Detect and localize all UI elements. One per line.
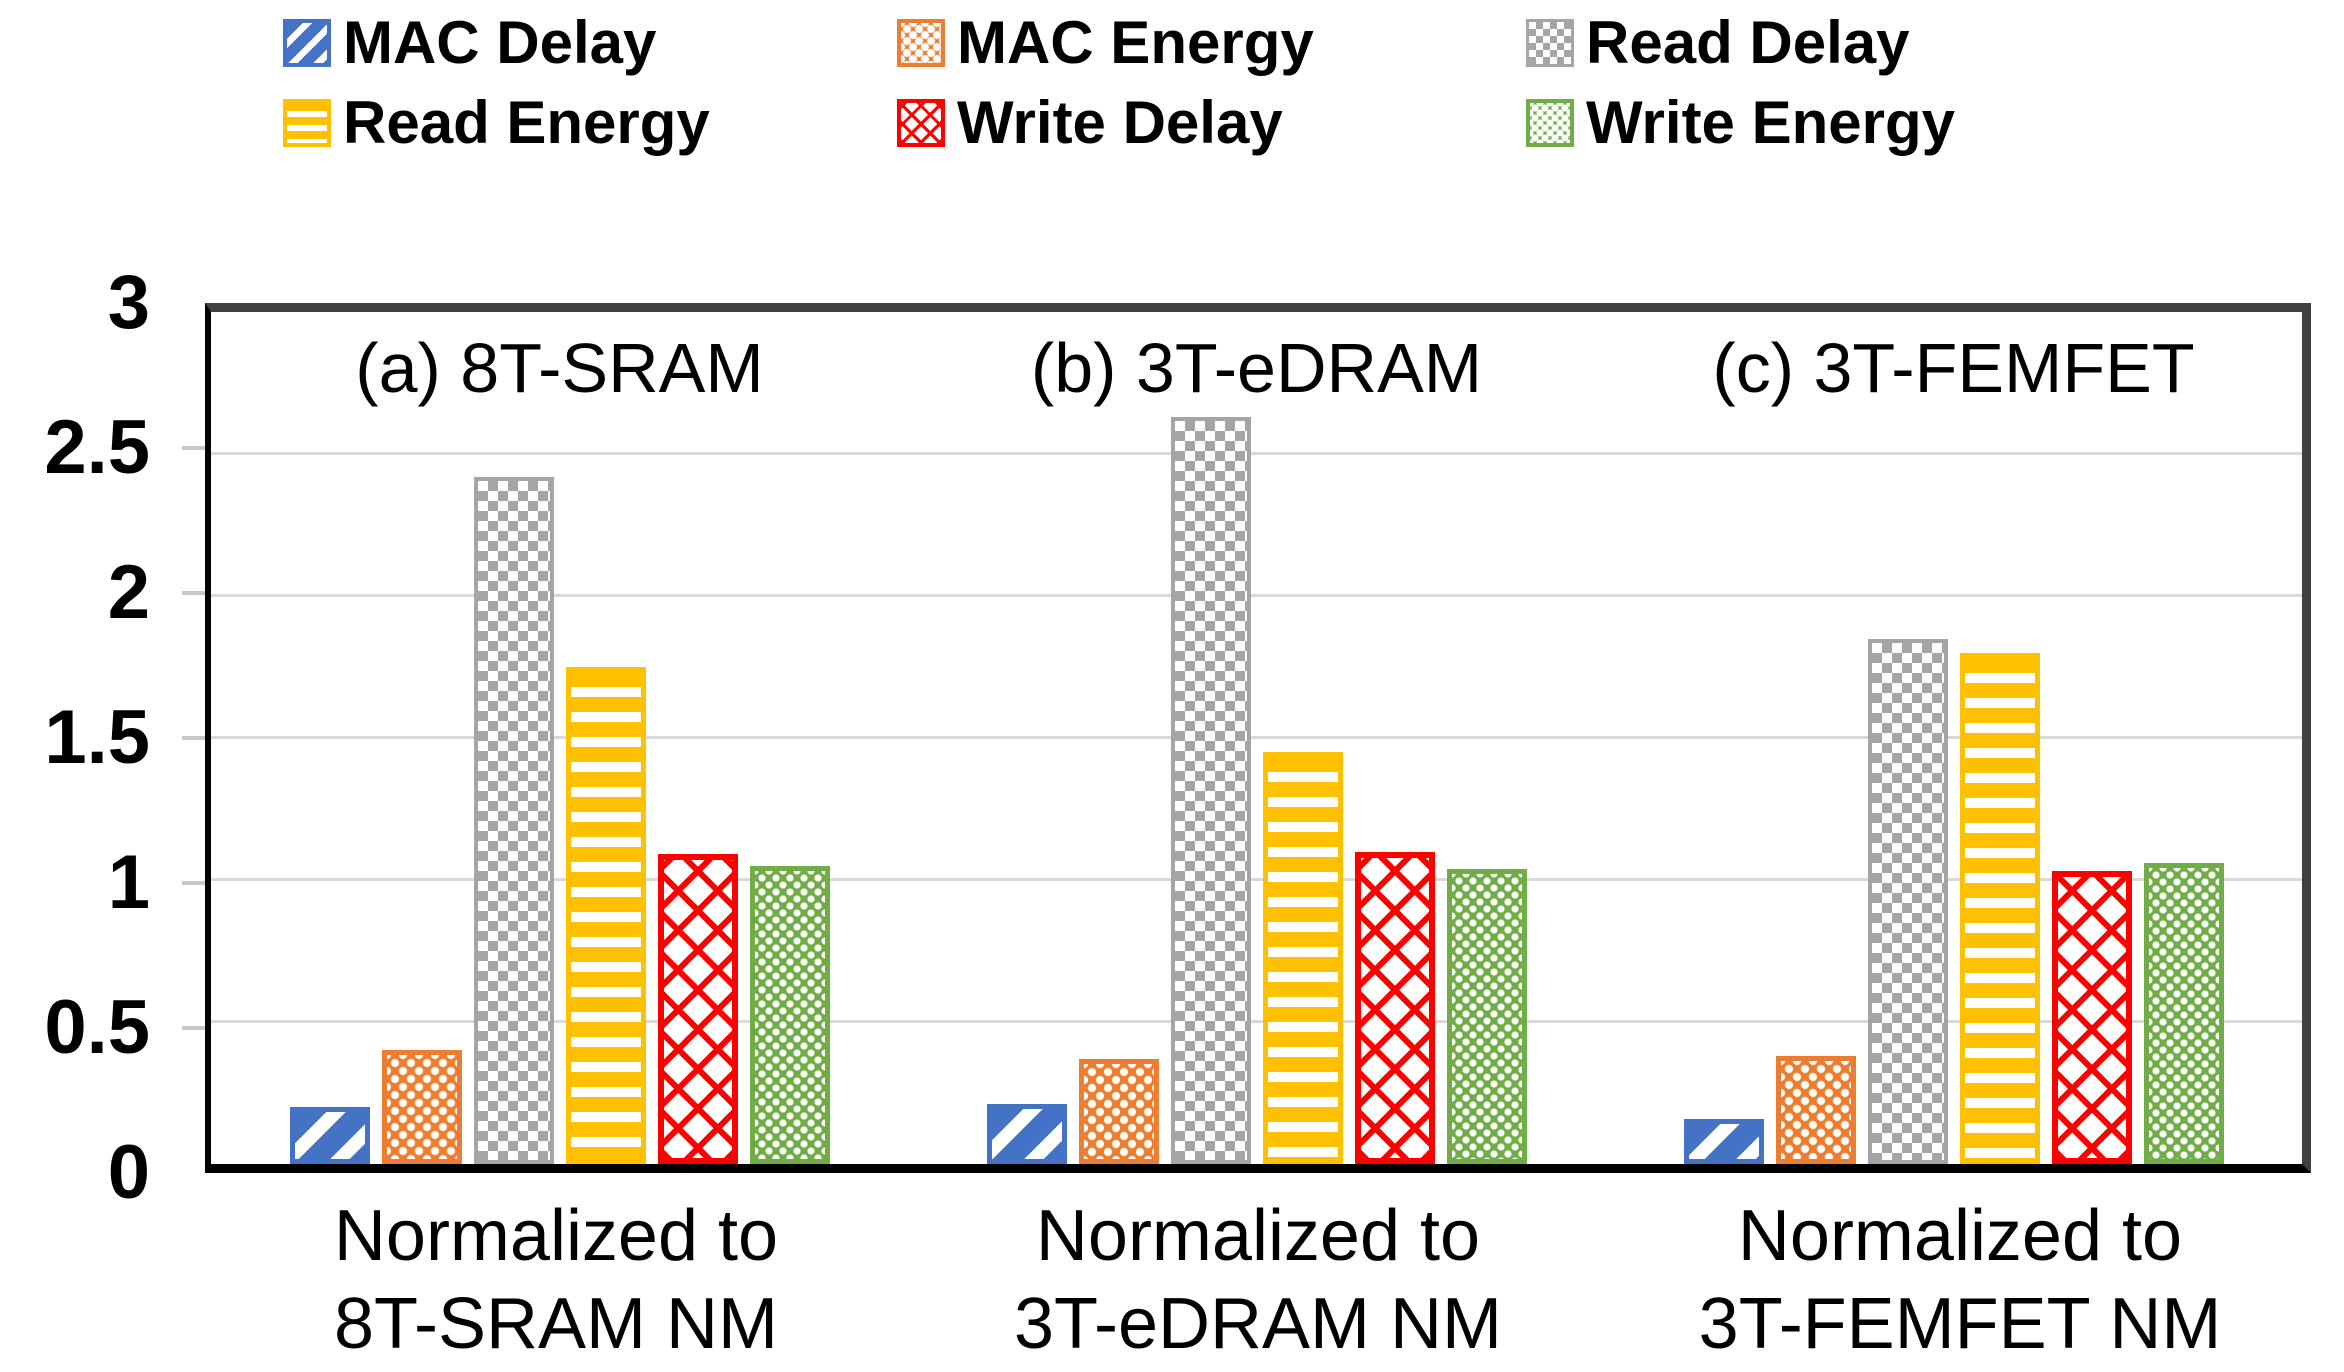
gridline bbox=[211, 452, 2302, 455]
gridline bbox=[211, 1019, 2302, 1023]
panel-title: (a) 8T-SRAM bbox=[355, 329, 764, 407]
panel-title: (c) 3T-FEMFET bbox=[1712, 329, 2195, 407]
bar-group bbox=[1605, 312, 2302, 1164]
legend-item-write-energy: Write Energy bbox=[1526, 92, 1955, 154]
x-label-8t-sram: Normalized to 8T-SRAM NM bbox=[205, 1192, 907, 1368]
mac-energy-swatch-icon bbox=[897, 19, 945, 67]
x-label-line1: Normalized to bbox=[1035, 1196, 1481, 1276]
y-tick-label: 1.5 bbox=[44, 695, 150, 780]
plot-area: (a) 8T-SRAM (b) 3T-eDRAM (c) 3T-FEMFET bbox=[205, 303, 2311, 1173]
legend-item-mac-energy: MAC Energy bbox=[897, 12, 1526, 74]
legend-label: Write Energy bbox=[1586, 89, 1955, 156]
y-tick-label: 0.5 bbox=[44, 985, 150, 1070]
panel-3t-edram: (b) 3T-eDRAM bbox=[908, 312, 1605, 1164]
y-tick-label: 2.5 bbox=[44, 405, 150, 490]
bar-mac-delay-group-1 bbox=[986, 1104, 1067, 1164]
bar-write-energy-group-2 bbox=[2143, 862, 2224, 1164]
bar-read-energy-group-1 bbox=[1262, 752, 1343, 1164]
bar-write-delay-group-1 bbox=[1354, 851, 1435, 1164]
bar-write-energy-group-0 bbox=[749, 865, 830, 1164]
y-tick-mark bbox=[182, 881, 205, 885]
write-energy-swatch-icon bbox=[1526, 99, 1574, 147]
y-tick-label: 1 bbox=[107, 840, 150, 925]
legend-item-read-energy: Read Energy bbox=[283, 92, 897, 154]
legend-label: Read Energy bbox=[343, 89, 710, 156]
bar-group bbox=[211, 312, 908, 1164]
bar-mac-delay-group-2 bbox=[1683, 1118, 1764, 1164]
legend-label: Write Delay bbox=[957, 89, 1283, 156]
bar-group-slots: (a) 8T-SRAM (b) 3T-eDRAM (c) 3T-FEMFET bbox=[211, 312, 2302, 1164]
legend-item-read-delay: Read Delay bbox=[1526, 12, 1955, 74]
bar-mac-energy-group-2 bbox=[1775, 1056, 1856, 1164]
legend-label: MAC Delay bbox=[343, 9, 657, 76]
y-tick-mark bbox=[182, 736, 205, 740]
panel-3t-femfet: (c) 3T-FEMFET bbox=[1605, 312, 2302, 1164]
x-axis-labels: Normalized to 8T-SRAM NM Normalized to 3… bbox=[205, 1192, 2311, 1368]
bar-mac-delay-group-0 bbox=[289, 1107, 370, 1164]
bar-group bbox=[908, 312, 1605, 1164]
x-label-line1: Normalized to bbox=[1737, 1196, 2183, 1276]
bar-read-energy-group-2 bbox=[1959, 652, 2040, 1164]
legend-item-write-delay: Write Delay bbox=[897, 92, 1526, 154]
bar-write-delay-group-2 bbox=[2051, 871, 2132, 1164]
x-label-line2: 8T-SRAM NM bbox=[333, 1284, 779, 1364]
y-tick-mark bbox=[182, 1026, 205, 1030]
x-label-3t-femfet: Normalized to 3T-FEMFET NM bbox=[1609, 1192, 2311, 1368]
bar-read-delay-group-0 bbox=[473, 476, 554, 1164]
bar-read-delay-group-1 bbox=[1170, 417, 1251, 1164]
gridline bbox=[211, 878, 2302, 881]
write-delay-swatch-icon bbox=[897, 99, 945, 147]
panel-8t-sram: (a) 8T-SRAM bbox=[211, 312, 908, 1164]
bar-mac-energy-group-1 bbox=[1078, 1058, 1159, 1164]
bar-mac-energy-group-0 bbox=[381, 1050, 462, 1164]
x-label-3t-edram: Normalized to 3T-eDRAM NM bbox=[907, 1192, 1609, 1368]
bar-read-energy-group-0 bbox=[565, 667, 646, 1164]
x-label-line1: Normalized to bbox=[333, 1196, 779, 1276]
x-label-line2: 3T-eDRAM NM bbox=[1013, 1284, 1503, 1364]
gridline bbox=[211, 736, 2302, 739]
y-tick-label: 2 bbox=[107, 550, 150, 635]
y-tick-label: 0 bbox=[107, 1130, 150, 1215]
read-energy-swatch-icon bbox=[283, 99, 331, 147]
panel-title: (b) 3T-eDRAM bbox=[1030, 329, 1483, 407]
legend: MAC Delay MAC Energy Read Delay Read Ene… bbox=[283, 12, 1955, 154]
y-tick-label: 3 bbox=[107, 260, 150, 345]
bar-read-delay-group-2 bbox=[1867, 638, 1948, 1164]
y-tick-mark bbox=[182, 446, 205, 450]
bar-write-energy-group-1 bbox=[1446, 868, 1527, 1164]
bar-write-delay-group-0 bbox=[657, 854, 738, 1164]
read-delay-swatch-icon bbox=[1526, 19, 1574, 67]
mac-delay-swatch-icon bbox=[283, 19, 331, 67]
gridline bbox=[211, 593, 2302, 597]
y-tick-mark bbox=[182, 591, 205, 595]
legend-item-mac-delay: MAC Delay bbox=[283, 12, 897, 74]
legend-label: Read Delay bbox=[1586, 9, 1910, 76]
legend-label: MAC Energy bbox=[957, 9, 1314, 76]
x-label-line2: 3T-FEMFET NM bbox=[1698, 1284, 2222, 1364]
